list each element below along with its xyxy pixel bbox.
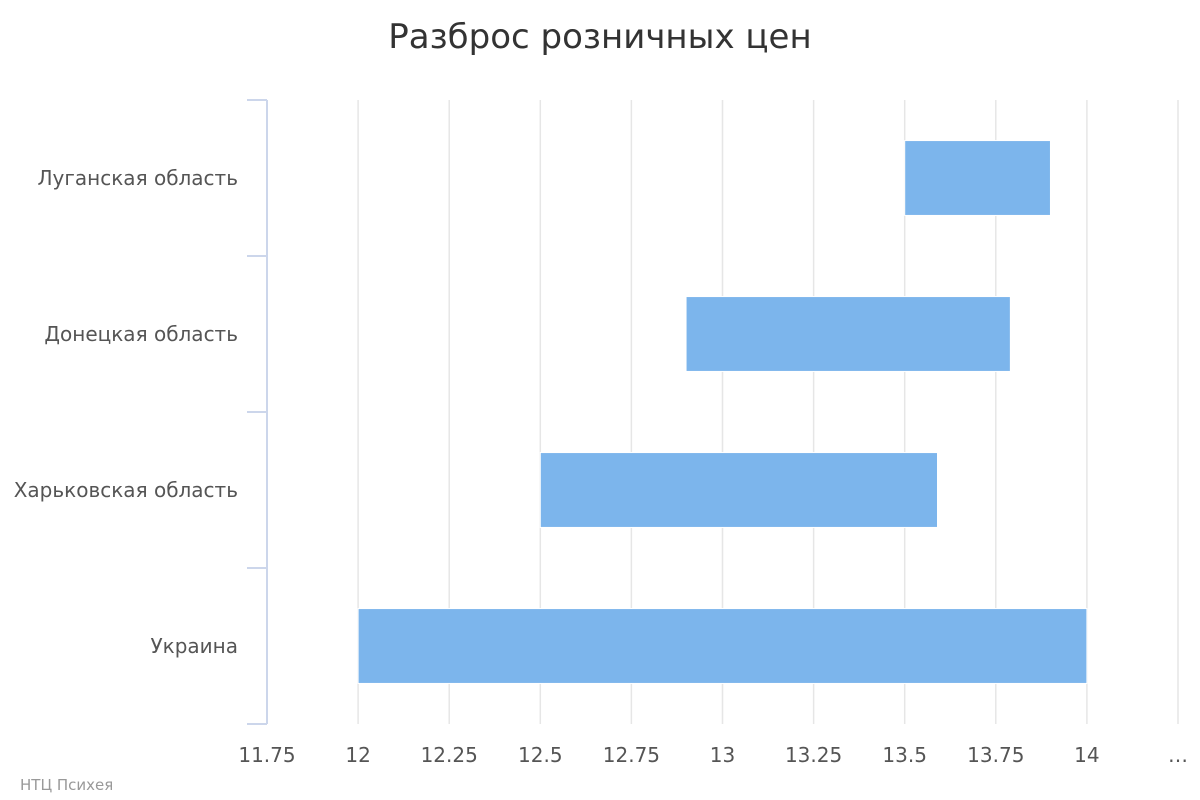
value-axis-labels: 11.75 12 12.25 12.5 12.75 13 13.25 13.5 13.75 14 … <box>238 743 1188 767</box>
range-bar[interactable] <box>357 608 1088 684</box>
category-label: Луганская область <box>38 166 238 190</box>
category-label: Харьковская область <box>14 478 238 502</box>
range-bar[interactable] <box>685 296 1011 372</box>
x-tick-label: 12 <box>345 743 370 767</box>
x-tick-label: 13.5 <box>882 743 927 767</box>
category-axis <box>247 99 268 725</box>
category-label: Донецкая область <box>44 322 238 346</box>
range-bar[interactable] <box>539 452 938 528</box>
x-tick-label: … <box>1168 743 1188 767</box>
x-tick-label: 11.75 <box>238 743 295 767</box>
range-bar[interactable] <box>904 140 1051 216</box>
category-label: Украина <box>150 634 238 658</box>
x-tick-label: 13.25 <box>785 743 842 767</box>
credits-label[interactable]: НТЦ Психея <box>20 776 113 794</box>
chart-title: Разброс розничных цен <box>388 17 811 57</box>
x-tick-label: 12.75 <box>603 743 660 767</box>
x-tick-label: 13.75 <box>967 743 1024 767</box>
x-tick-label: 13 <box>710 743 735 767</box>
x-tick-label: 14 <box>1074 743 1099 767</box>
x-tick-label: 12.5 <box>518 743 563 767</box>
range-bars <box>357 140 1088 684</box>
category-labels: Луганская область Донецкая область Харьков… <box>14 166 238 658</box>
x-tick-label: 12.25 <box>421 743 478 767</box>
